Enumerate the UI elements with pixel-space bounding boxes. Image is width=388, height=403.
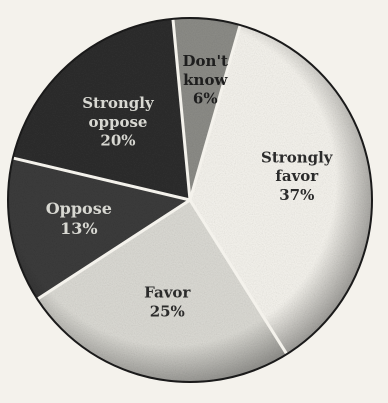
pie-outline: [7, 17, 373, 383]
pie-slice-category-label: Favor: [144, 284, 191, 302]
pie-separators: [7, 16, 373, 383]
pie-slice-value-label: 13%: [60, 219, 97, 238]
pie-slice-value-label: 25%: [150, 302, 185, 320]
pie-separator: [171, 16, 192, 201]
pie-slice-category-label: oppose: [88, 113, 147, 131]
pie-slice-category-label: Strongly: [261, 148, 334, 166]
pie-slice-category-label: Don't: [183, 52, 229, 70]
pie-slice-category-label: know: [183, 71, 228, 89]
pie-separator: [34, 198, 191, 302]
pie-slice-value-label: 20%: [100, 132, 135, 150]
pie-slice-value-label: 37%: [279, 186, 314, 204]
pie-slice-category-label: Oppose: [46, 199, 112, 218]
pie-slice-category-label: Strongly: [82, 94, 155, 112]
pie-labels: Stronglyfavor37%Favor25%Oppose13%Strongl…: [46, 52, 334, 320]
pie-slice-value-label: 6%: [193, 90, 218, 108]
pie-separator: [10, 156, 191, 202]
pie-separator: [188, 199, 290, 357]
pie-separator: [188, 22, 243, 201]
pie-slice-category-label: favor: [275, 167, 319, 185]
